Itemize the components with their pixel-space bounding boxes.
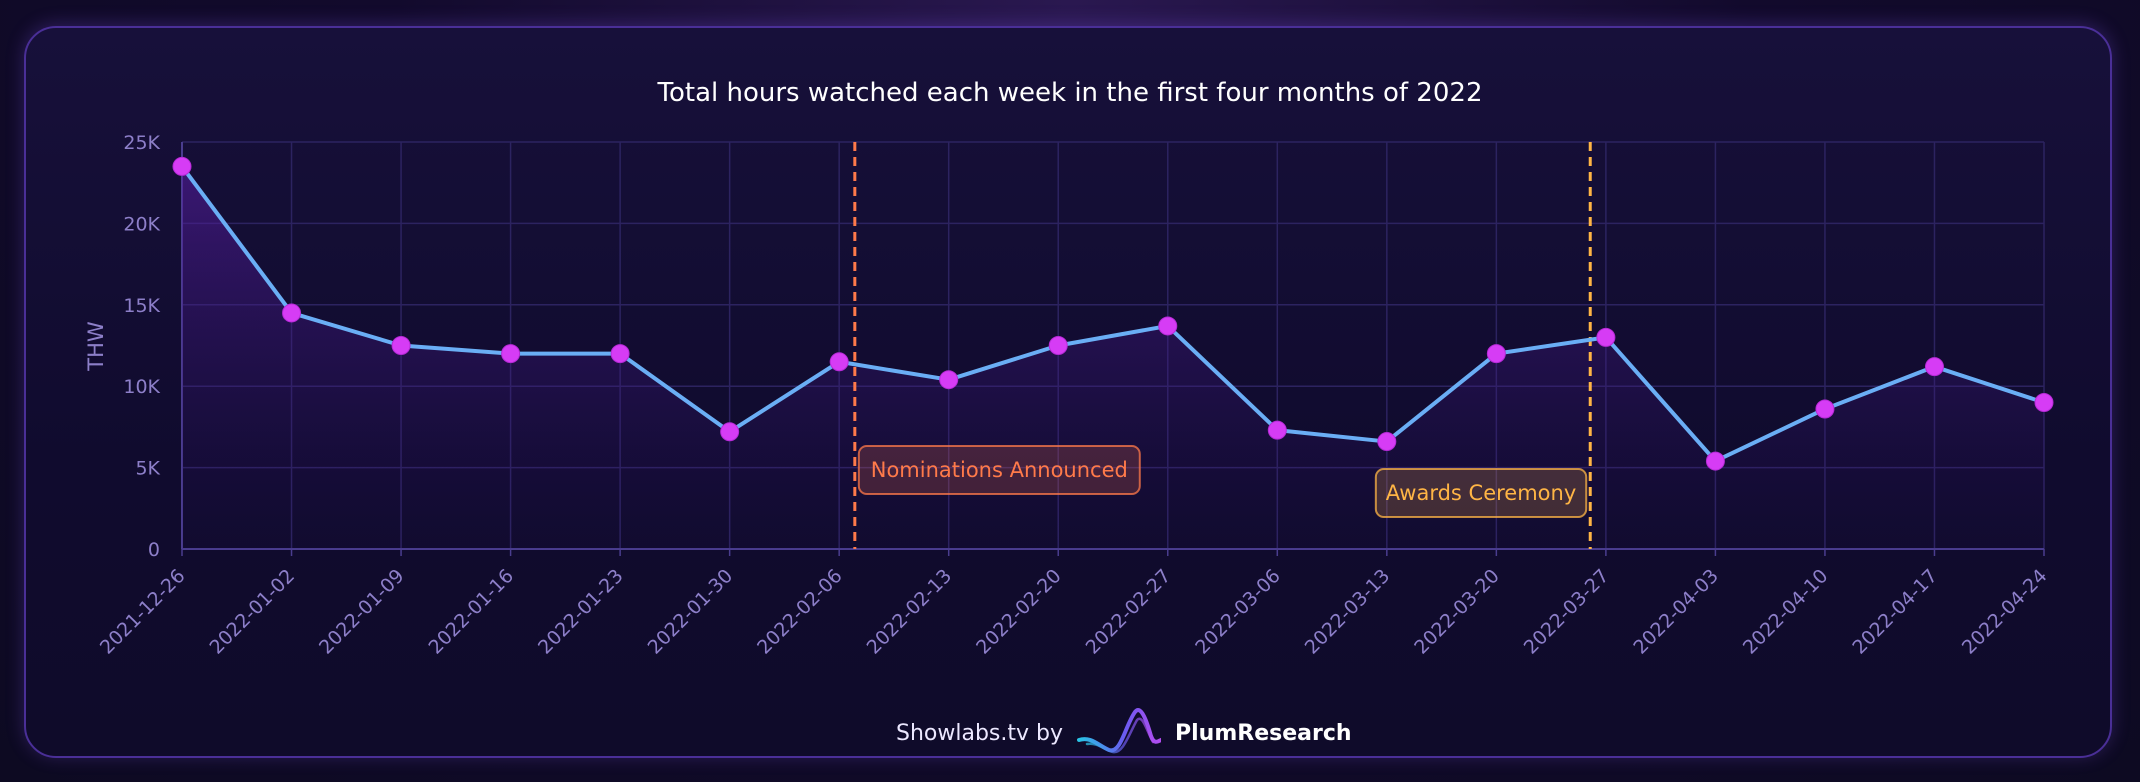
data-point — [939, 370, 959, 390]
data-point — [501, 344, 521, 364]
y-tick-label: 25K — [123, 132, 160, 154]
data-point — [1048, 336, 1068, 355]
series-line — [180, 165, 2045, 464]
data-point — [2034, 392, 2054, 412]
y-axis-label: THW — [84, 321, 108, 372]
data-point — [610, 344, 630, 364]
line-chart: Total hours watched each week in the fir… — [84, 78, 2054, 659]
data-point — [391, 336, 411, 355]
y-tick-label: 5K — [135, 458, 160, 480]
x-tick-label: 2021-12-26 — [96, 565, 190, 659]
annotation-label: Awards Ceremony — [1374, 468, 1588, 518]
series-area — [182, 166, 2044, 550]
x-tick-label: 2022-03-20 — [1410, 565, 1504, 659]
y-tick-label: 10K — [123, 376, 160, 398]
x-tick-label: 2022-04-03 — [1629, 565, 1723, 659]
annotation-text: Awards Ceremony — [1386, 481, 1577, 505]
y-tick-label: 20K — [123, 213, 160, 235]
x-tick-label: 2022-01-23 — [534, 565, 628, 659]
chart-card: Total hours watched each week in the fir… — [24, 26, 2112, 758]
x-tick-label: 2022-02-20 — [972, 565, 1066, 659]
x-tick-label: 2022-03-27 — [1520, 565, 1614, 659]
annotation-text: Nominations Announced — [871, 458, 1128, 482]
x-tick-label: 2022-04-17 — [1848, 565, 1942, 659]
data-point — [1705, 451, 1725, 471]
annotation-label: Nominations Announced — [857, 445, 1141, 495]
annotations: Nominations Announced Awards Ceremony — [853, 142, 1592, 549]
x-tick-label: 2022-03-13 — [1301, 565, 1395, 659]
data-point — [1486, 344, 1506, 364]
x-tick-label: 2022-04-10 — [1739, 565, 1833, 659]
annotation-box — [1374, 468, 1588, 518]
x-tick-label: 2022-01-30 — [644, 565, 738, 659]
x-tick-label: 2022-01-09 — [315, 565, 409, 659]
footer: Showlabs.tv by PlumResearch — [896, 706, 1352, 760]
data-point — [829, 352, 849, 372]
x-tick-label: 2022-02-13 — [863, 565, 957, 659]
y-tick-label: 15K — [123, 295, 160, 317]
annotation-box — [857, 445, 1141, 495]
data-point — [282, 303, 302, 323]
y-axis-ticks: 0 5K 10K 15K 20K 25K — [123, 132, 160, 561]
x-tick-label: 2022-03-06 — [1191, 565, 1285, 659]
data-point — [1377, 432, 1397, 452]
footer-brand: PlumResearch — [1175, 720, 1352, 746]
x-tick-label: 2022-04-24 — [1958, 565, 2052, 659]
data-point — [1815, 399, 1835, 419]
x-tick-label: 2022-01-16 — [424, 565, 518, 659]
x-tick-label: 2022-02-06 — [753, 565, 847, 659]
x-tick-label: 2022-02-27 — [1082, 565, 1176, 659]
data-point — [172, 156, 192, 176]
data-point — [720, 422, 740, 442]
x-tick-label: 2022-01-02 — [205, 565, 299, 659]
data-point — [1596, 327, 1616, 347]
footer-credit: Showlabs.tv by — [896, 720, 1063, 746]
series-points — [172, 156, 2054, 471]
plumresearch-logo-icon — [1077, 708, 1161, 754]
data-point — [1267, 420, 1287, 440]
x-axis-ticks: 2021-12-26 2022-01-02 2022-01-09 2022-01-16… — [96, 565, 2052, 659]
y-tick-label: 0 — [148, 539, 160, 561]
chart-title: Total hours watched each week in the fir… — [657, 78, 1483, 108]
data-point — [1924, 357, 1944, 377]
data-point — [1158, 316, 1178, 336]
